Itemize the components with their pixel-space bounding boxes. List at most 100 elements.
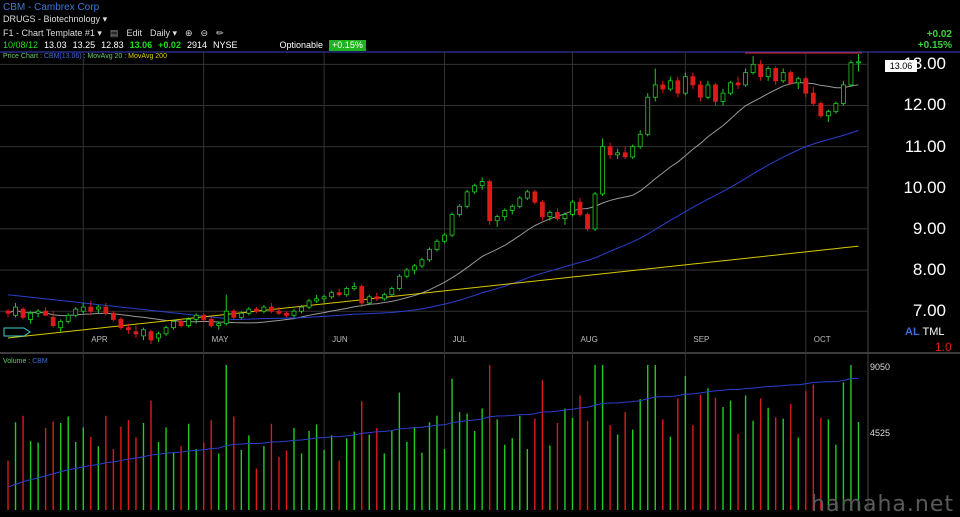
optionable-label: Optionable: [279, 40, 324, 50]
ma50-line: [7, 130, 859, 321]
chart-toolbar: F1 - Chart Template #1 ▾ ▤ Edit Daily ▾ …: [3, 27, 224, 39]
candle-body: [374, 296, 380, 300]
candle-body: [284, 312, 289, 316]
candle-body: [20, 308, 26, 318]
zoom-in-icon[interactable]: ⊕: [185, 27, 193, 38]
candle-body: [419, 259, 425, 267]
x-tick-label: APR: [91, 335, 108, 344]
volume-legend: Volume : CBM: [3, 358, 48, 365]
ma20-line: [7, 82, 859, 324]
candle-body: [381, 294, 387, 300]
candle-body: [848, 62, 854, 86]
price-legend: Price Chart : CBM(13.06) : MovAvg 20 : M…: [3, 53, 167, 60]
candle-body: [118, 319, 124, 329]
change-pct: +0.15%: [917, 40, 952, 51]
symbol-title: CBM - Cambrex Corp: [3, 2, 100, 13]
change-abs: +0.02: [926, 29, 952, 40]
x-tick-label: SEP: [693, 335, 709, 344]
quote-exchange: NYSE: [212, 40, 238, 50]
candle-body: [231, 310, 237, 318]
candle-body: [291, 310, 297, 316]
candle-body: [223, 310, 229, 324]
price-legend-label: Price Chart: [3, 53, 39, 60]
candle-body: [577, 201, 583, 215]
candle-body: [65, 314, 71, 322]
candle-body: [479, 181, 485, 187]
moving-averages: [7, 82, 859, 339]
candle-body: [825, 111, 831, 117]
candle-body: [555, 212, 560, 220]
candle-body: [141, 329, 146, 337]
pencil-icon[interactable]: ✏: [216, 27, 224, 38]
candle-body: [547, 212, 553, 217]
volume-legend-series: CBM: [32, 358, 48, 365]
candle-body: [675, 80, 681, 94]
x-tick-label: OCT: [814, 335, 831, 344]
change-box: +0.02 +0.15%: [918, 29, 952, 51]
candle-body: [803, 78, 809, 94]
chevron-down-icon: ▾: [102, 14, 108, 24]
candle-body: [193, 314, 199, 320]
candle-body: [637, 133, 643, 148]
period-label: Daily: [149, 27, 170, 38]
candle-body: [585, 214, 590, 230]
quote-close: 13.06: [129, 40, 153, 50]
candle-body: [253, 308, 259, 312]
candle-body: [351, 286, 357, 289]
x-tick-label: MAY: [212, 335, 229, 344]
volume-tick-max: 9050: [870, 362, 891, 372]
candle-body: [698, 84, 703, 98]
candle-body: [765, 68, 771, 78]
al-tml-label[interactable]: AL TML: [905, 326, 945, 338]
period-dropdown[interactable]: Daily ▾: [149, 27, 177, 38]
candle-body: [780, 72, 786, 82]
sector-dropdown[interactable]: DRUGS - Biotechnology ▾: [3, 14, 107, 25]
candle-body: [735, 82, 741, 86]
candle-body: [95, 306, 101, 310]
candle-body: [464, 191, 470, 207]
volume-trend-line: [7, 377, 859, 488]
ratio-value: 1.0: [935, 340, 952, 354]
candle-body: [299, 306, 304, 312]
zoom-out-icon[interactable]: ⊖: [200, 27, 209, 38]
candle-body: [412, 265, 417, 271]
candle-body: [472, 185, 478, 193]
bar-chart-icon[interactable]: ▤: [109, 27, 119, 38]
candle-body: [532, 191, 538, 203]
candle-body: [186, 319, 192, 326]
candle-body: [833, 103, 839, 113]
candle-body: [336, 292, 342, 296]
candle-body: [457, 205, 462, 215]
candle-body: [216, 323, 222, 326]
candle-body: [630, 146, 636, 158]
ma200-line: [7, 245, 859, 339]
quote-date: 10/08/12: [3, 40, 39, 50]
candle-body: [35, 310, 41, 314]
candle-body: [396, 275, 402, 289]
candle-body: [750, 63, 756, 73]
candle-body: [103, 306, 109, 314]
candle-body: [178, 321, 184, 327]
candlesticks: [3, 52, 862, 345]
candle-body: [344, 288, 350, 296]
edit-button[interactable]: Edit: [126, 28, 142, 38]
candle-body: [713, 84, 718, 102]
candle-body: [306, 300, 312, 308]
candle-body: [682, 76, 688, 94]
quote-low: 12.83: [101, 40, 124, 50]
candle-body: [442, 234, 447, 242]
candle-body: [660, 84, 666, 90]
candle-body: [269, 306, 274, 312]
template-dropdown[interactable]: F1 - Chart Template #1 ▾: [3, 27, 102, 38]
ma20-legend: MovAvg 20: [87, 53, 123, 60]
candle-body: [690, 76, 696, 86]
candle-body: [818, 103, 824, 117]
candle-body: [80, 306, 86, 312]
candle-body: [28, 312, 33, 320]
candle-body: [201, 314, 207, 320]
quote-change: +0.02: [158, 40, 181, 50]
candle-body: [570, 201, 575, 215]
candle-body: [434, 240, 440, 250]
candle-body: [238, 312, 244, 318]
